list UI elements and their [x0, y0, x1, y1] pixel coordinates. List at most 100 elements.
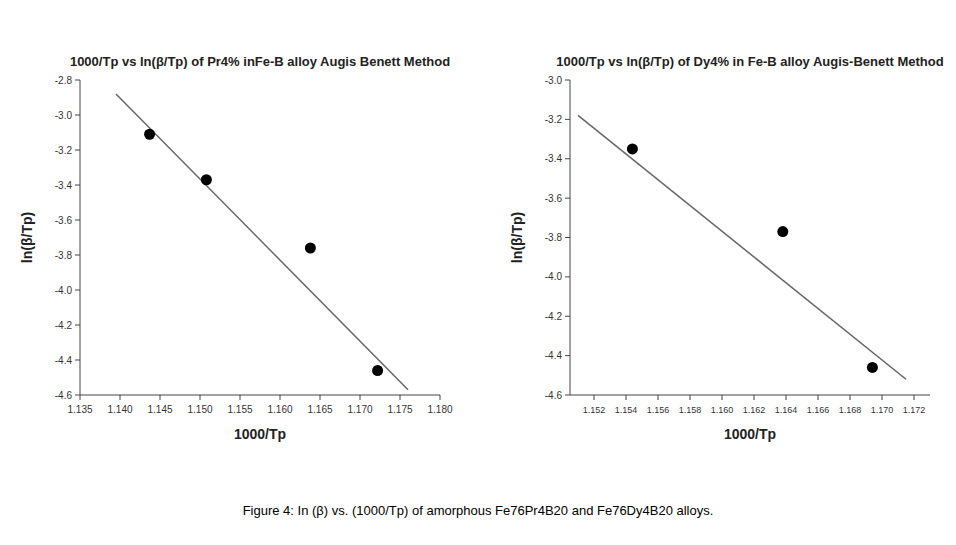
x-tick [200, 395, 201, 400]
y-tick-label: -3.8 [55, 250, 73, 261]
y-tick [75, 185, 80, 186]
y-axis-line [80, 80, 81, 395]
chart-title: 1000/Tp vs ln(β/Tp) of Pr4% inFe-B alloy… [70, 54, 450, 69]
x-tick-label: 1.158 [679, 405, 702, 415]
chart-title: 1000/Tp vs ln(β/Tp) of Dy4% in Fe-B allo… [556, 54, 943, 69]
x-tick-label: 1.160 [711, 405, 734, 415]
x-tick [786, 395, 787, 400]
x-tick-label: 1.145 [147, 404, 172, 415]
scatter-point [372, 365, 383, 376]
x-tick-label: 1.165 [307, 404, 332, 415]
x-tick [914, 395, 915, 400]
x-axis-label: 1000/Tp [234, 426, 286, 442]
y-tick [565, 198, 570, 199]
y-tick-label: -4.4 [55, 355, 73, 366]
y-axis-label: ln(β/Tp) [509, 212, 525, 263]
plot-marks [578, 115, 906, 379]
x-tick [320, 395, 321, 400]
y-tick-label: -3.2 [545, 114, 563, 125]
x-tick [440, 395, 441, 400]
y-tick [565, 316, 570, 317]
figure-caption: Figure 4: In (β) vs. (1000/Tp) of amorph… [243, 503, 714, 518]
plot-marks [116, 94, 408, 390]
x-tick [690, 395, 691, 400]
y-tick-label: -4.2 [545, 311, 563, 322]
y-tick-label: -3.0 [55, 110, 73, 121]
scatter-point [201, 174, 212, 185]
scatter-point [777, 226, 788, 237]
x-tick-label: 1.135 [67, 404, 92, 415]
x-tick [626, 395, 627, 400]
y-tick-label: -3.2 [55, 145, 73, 156]
x-tick [80, 395, 81, 400]
y-tick-label: -3.6 [55, 215, 73, 226]
x-tick-label: 1.168 [839, 405, 862, 415]
x-tick [754, 395, 755, 400]
y-tick [75, 115, 80, 116]
y-tick-label: -4.0 [545, 271, 563, 282]
y-tick-label: -3.0 [545, 75, 563, 86]
y-axis-label: ln(β/Tp) [19, 212, 35, 263]
title-line: 1000/Tp vs ln(β/Tp) of Dy4% in Fe-B allo… [556, 54, 943, 69]
x-tick-label: 1.170 [871, 405, 894, 415]
figure: 1000/Tp vs ln(β/Tp) of Pr4% inFe-B alloy… [0, 0, 956, 545]
x-tick-label: 1.175 [387, 404, 412, 415]
x-tick-label: 1.152 [583, 405, 606, 415]
x-axis-label: 1000/Tp [724, 426, 776, 442]
x-tick [658, 395, 659, 400]
panel: 1000/Tp vs ln(β/Tp) of Dy4% in Fe-B allo… [509, 54, 944, 442]
y-tick [565, 80, 570, 81]
x-tick [850, 395, 851, 400]
y-tick-label: -2.8 [55, 75, 73, 86]
y-tick-label: -3.4 [545, 153, 563, 164]
x-tick [120, 395, 121, 400]
y-tick-label: -3.8 [545, 232, 563, 243]
x-tick-label: 1.160 [267, 404, 292, 415]
x-tick [400, 395, 401, 400]
scatter-point [867, 362, 878, 373]
x-tick-label: 1.180 [427, 404, 452, 415]
y-tick [75, 360, 80, 361]
x-tick [240, 395, 241, 400]
x-tick-label: 1.156 [647, 405, 670, 415]
x-axis-line [80, 395, 440, 396]
x-tick [818, 395, 819, 400]
y-tick [565, 119, 570, 120]
y-tick [75, 290, 80, 291]
x-tick-label: 1.155 [227, 404, 252, 415]
y-tick [75, 325, 80, 326]
title-line: 1000/Tp vs ln(β/Tp) of Pr4% inFe-B alloy… [70, 54, 450, 69]
x-tick-label: 1.166 [807, 405, 830, 415]
scatter-point [627, 143, 638, 154]
x-tick-label: 1.150 [187, 404, 212, 415]
y-tick [565, 395, 570, 396]
x-tick [360, 395, 361, 400]
regression-line [116, 94, 408, 390]
y-tick [75, 220, 80, 221]
regression-line [578, 115, 906, 379]
x-axis-line [570, 395, 930, 396]
x-tick-label: 1.154 [615, 405, 638, 415]
x-tick-label: 1.140 [107, 404, 132, 415]
x-tick-label: 1.172 [903, 405, 926, 415]
y-tick-label: -4.0 [55, 285, 73, 296]
y-tick [565, 276, 570, 277]
x-tick [594, 395, 595, 400]
y-tick [75, 395, 80, 396]
x-tick-label: 1.164 [775, 405, 798, 415]
y-tick [565, 237, 570, 238]
panel: 1000/Tp vs ln(β/Tp) of Pr4% inFe-B alloy… [19, 54, 453, 442]
y-tick [75, 150, 80, 151]
x-tick [722, 395, 723, 400]
y-tick [565, 158, 570, 159]
y-tick [75, 255, 80, 256]
scatter-point [144, 129, 155, 140]
x-tick-label: 1.162 [743, 405, 766, 415]
y-tick [75, 80, 80, 81]
x-tick [280, 395, 281, 400]
scatter-point [305, 243, 316, 254]
x-tick [882, 395, 883, 400]
y-tick-label: -3.6 [545, 193, 563, 204]
y-tick [565, 355, 570, 356]
y-tick-label: -4.6 [545, 390, 563, 401]
